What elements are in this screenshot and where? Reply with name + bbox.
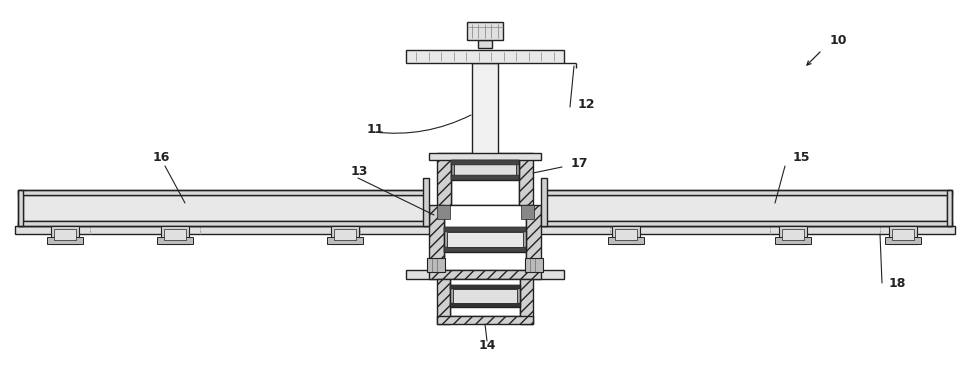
Bar (450, 285, 519, 289)
Bar (884, 237, 920, 244)
Bar (891, 229, 913, 240)
Bar (428, 153, 541, 160)
Bar (437, 205, 450, 219)
Bar (18, 190, 427, 195)
Bar (18, 190, 23, 226)
Bar (451, 175, 518, 180)
Bar (542, 190, 951, 226)
Bar (614, 229, 637, 240)
Bar (520, 205, 534, 219)
Bar (542, 221, 951, 226)
Bar (447, 232, 522, 247)
Bar (18, 221, 427, 226)
Bar (778, 226, 806, 244)
Bar (541, 178, 547, 226)
Bar (164, 229, 186, 240)
Bar (478, 40, 491, 48)
Bar (450, 285, 519, 307)
Bar (15, 226, 954, 234)
Bar (444, 227, 525, 232)
Bar (451, 153, 518, 205)
Bar (946, 190, 951, 226)
Bar (51, 226, 78, 244)
Bar (47, 237, 83, 244)
Bar (18, 190, 427, 226)
Polygon shape (479, 160, 490, 170)
Text: 13: 13 (351, 165, 368, 178)
Bar (472, 63, 497, 160)
Bar (451, 160, 518, 165)
Text: 15: 15 (793, 151, 810, 164)
Text: 18: 18 (888, 277, 905, 290)
Bar (327, 237, 362, 244)
Bar (781, 229, 803, 240)
Bar (330, 226, 359, 244)
Bar (157, 237, 193, 244)
Bar (161, 226, 189, 244)
Bar (611, 226, 640, 244)
Text: 17: 17 (571, 157, 588, 170)
Bar (406, 270, 563, 279)
Bar (444, 247, 525, 252)
Bar (428, 205, 444, 270)
Bar (888, 226, 916, 244)
Text: 16: 16 (153, 151, 171, 164)
Bar (450, 279, 519, 316)
Bar (524, 258, 543, 272)
Bar (437, 316, 532, 324)
Bar (451, 160, 518, 180)
Bar (453, 164, 516, 176)
Bar (518, 153, 532, 205)
Bar (426, 258, 445, 272)
Bar (466, 22, 503, 40)
Text: 12: 12 (578, 98, 595, 111)
Bar (542, 190, 951, 195)
Text: 14: 14 (478, 339, 495, 352)
Bar (450, 303, 519, 307)
Bar (519, 279, 532, 324)
Bar (54, 229, 76, 240)
Bar (437, 153, 451, 205)
Bar (525, 205, 541, 270)
Bar (23, 195, 427, 221)
Bar (406, 50, 563, 63)
Text: 10: 10 (829, 34, 847, 47)
Bar (428, 270, 541, 279)
Bar (444, 227, 525, 252)
Bar (333, 229, 356, 240)
Bar (422, 178, 428, 226)
Bar (542, 195, 946, 221)
Bar (608, 237, 643, 244)
Text: 11: 11 (366, 123, 384, 136)
Bar (444, 205, 525, 270)
Bar (774, 237, 810, 244)
Bar (453, 289, 516, 303)
Bar (437, 279, 450, 324)
